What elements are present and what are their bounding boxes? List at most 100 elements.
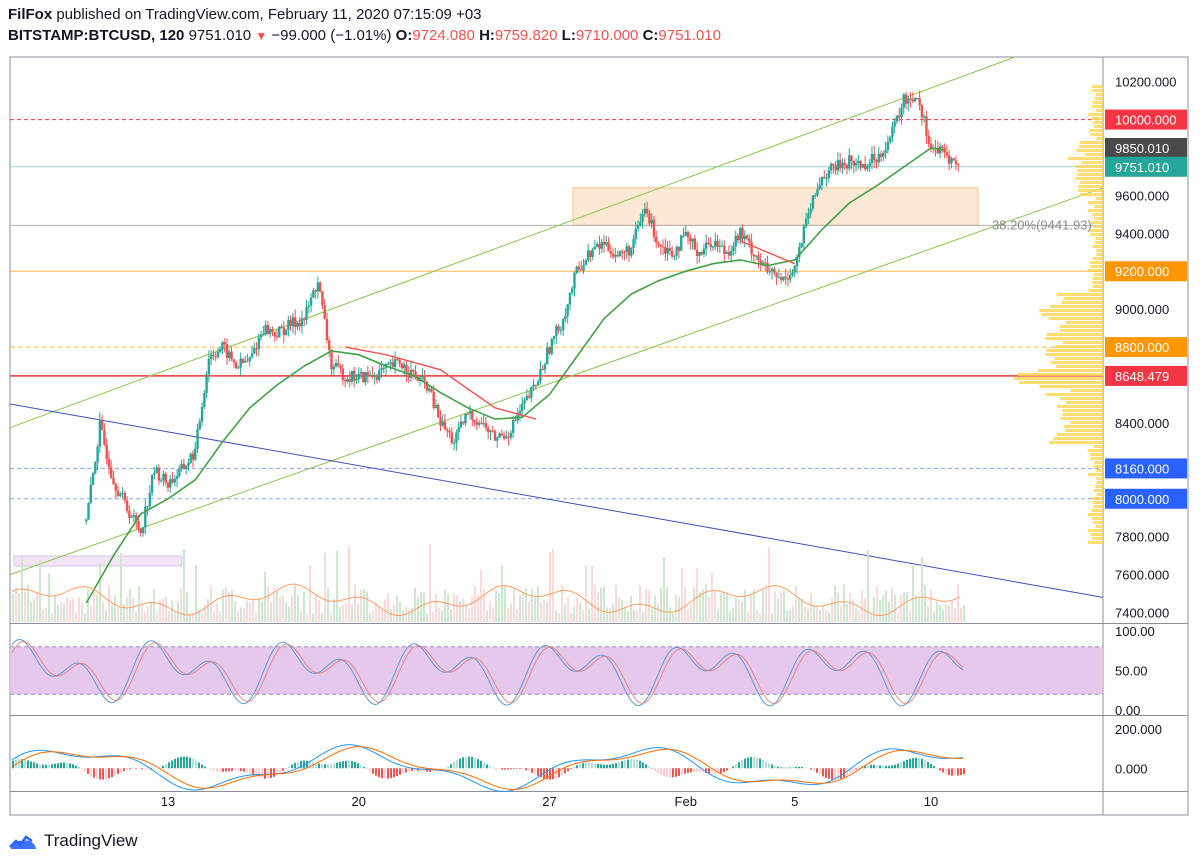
candle-body	[807, 213, 810, 219]
volume-bar	[282, 595, 284, 622]
candle-body	[680, 235, 683, 251]
macd-histogram-bar	[483, 762, 485, 769]
candle-body	[200, 406, 204, 422]
candle-body	[634, 228, 637, 240]
volume-bar	[798, 597, 800, 622]
volume-bar	[126, 596, 128, 622]
volume-bar	[495, 589, 497, 622]
macd-histogram-bar	[99, 768, 101, 780]
volume-bar	[354, 584, 356, 622]
macd-histogram-bar	[825, 768, 827, 778]
volume-bar	[738, 600, 740, 622]
volume-bar	[558, 613, 560, 622]
volume-bar	[678, 596, 680, 622]
chart-frame	[9, 56, 1189, 816]
volume-bar	[735, 597, 737, 622]
volume-profile-bar	[1095, 525, 1103, 528]
candle-body	[175, 476, 179, 479]
volume-bar	[426, 613, 428, 622]
macd-histogram-bar	[954, 768, 956, 776]
macd-histogram-bar	[693, 768, 695, 772]
volume-bar	[837, 592, 839, 622]
candle-body	[580, 269, 583, 271]
low-value: 9710.000	[575, 27, 639, 44]
candle-body	[432, 391, 435, 408]
volume-bar	[96, 595, 98, 622]
candle-body	[739, 227, 742, 241]
macd-histogram-bar	[189, 757, 191, 769]
volume-bar	[180, 587, 182, 622]
volume-bar	[750, 596, 752, 622]
candle-body	[371, 374, 374, 377]
candle-body	[625, 246, 628, 253]
candle-body	[296, 322, 299, 327]
candle-body	[232, 359, 236, 363]
macd-histogram-bar	[294, 762, 296, 769]
candle-body	[530, 386, 533, 398]
macd-histogram-bar	[717, 768, 719, 774]
open-label: O:	[395, 27, 413, 44]
candle-body	[664, 246, 667, 254]
price-tag	[1105, 365, 1187, 386]
macd-histogram-bar	[309, 761, 311, 769]
volume-bar	[162, 598, 164, 622]
volume-profile-bar	[1092, 285, 1103, 288]
volume-bar	[501, 565, 503, 622]
volume-profile-bar	[1045, 353, 1103, 356]
macd-histogram-bar	[258, 768, 260, 778]
macd-histogram-bar	[933, 766, 935, 769]
candle-body	[230, 351, 233, 360]
volume-bar	[102, 601, 104, 622]
macd-histogram-bar	[780, 767, 782, 769]
volume-bar	[312, 613, 314, 622]
time-tick-label: Feb	[675, 794, 697, 809]
volume-bar	[768, 547, 770, 622]
macd-histogram-bar	[480, 760, 482, 769]
candle-body	[305, 306, 308, 320]
candle-body	[219, 348, 222, 352]
volume-bar	[903, 592, 905, 622]
volume-bar	[279, 596, 281, 622]
volume-bar	[90, 605, 92, 622]
macd-histogram-bar	[789, 767, 791, 769]
candle-body	[216, 351, 220, 357]
volume-bar	[123, 603, 125, 622]
candle-body	[194, 448, 197, 460]
volume-bar	[399, 601, 401, 622]
brand-text[interactable]: TradingView	[44, 831, 138, 850]
volume-bar	[603, 586, 605, 622]
candle-body	[816, 189, 819, 196]
macd-histogram-bar	[834, 768, 836, 780]
volume-bar	[609, 607, 611, 622]
macd-histogram-bar	[90, 768, 92, 776]
volume-profile-bar	[1060, 417, 1103, 420]
macd-histogram-bar	[702, 768, 704, 773]
volume-bar	[780, 592, 782, 622]
macd-histogram-bar	[585, 762, 587, 769]
symbol-label[interactable]: BITSTAMP:BTCUSD, 120	[8, 27, 185, 44]
candle-body	[861, 164, 865, 168]
volume-ma-line	[11, 583, 961, 617]
macd-histogram-bar	[141, 768, 143, 770]
macd-histogram-bar	[288, 766, 290, 769]
volume-profile-bar	[1067, 157, 1103, 160]
candle-body	[682, 235, 685, 237]
candle-body	[250, 353, 254, 358]
volume-bar	[942, 609, 944, 622]
author-name[interactable]: FilFox	[8, 6, 53, 23]
volume-bar	[216, 604, 218, 622]
volume-profile-bar	[1092, 281, 1103, 284]
candle-body	[586, 250, 590, 261]
volume-bar	[456, 595, 458, 622]
volume-bar	[792, 605, 794, 622]
volume-bar	[924, 584, 926, 622]
macd-histogram-bar	[321, 764, 323, 769]
volume-bar	[438, 607, 440, 622]
macd-histogram-bar	[561, 768, 563, 776]
candle-body	[362, 372, 365, 383]
price-tick-label: 9400.000	[1115, 226, 1169, 241]
candle-body	[375, 375, 379, 380]
volume-profile-bar	[1092, 501, 1103, 504]
macd-histogram-bar	[411, 768, 413, 771]
